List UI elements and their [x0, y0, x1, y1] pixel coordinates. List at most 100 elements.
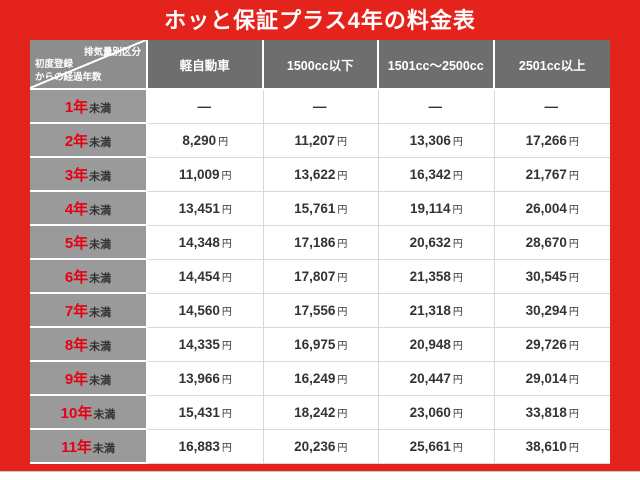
- price-value: 29,726: [525, 336, 567, 352]
- price-cell: 16,342 円: [379, 158, 495, 192]
- price-cell: 16,975 円: [263, 328, 379, 362]
- price-value: 29,014: [525, 370, 567, 386]
- price-value: 13,451: [178, 200, 220, 216]
- price-cell: 13,966 円: [148, 362, 264, 396]
- corner-label-displacement: 排気量別区分: [83, 47, 141, 58]
- price-value: 16,975: [294, 336, 336, 352]
- price-value: 21,358: [409, 268, 451, 284]
- price-value: 11,009: [178, 166, 220, 182]
- price-value: 17,186: [294, 234, 336, 250]
- row-suffix: 未満: [89, 204, 112, 217]
- price-unit: 円: [337, 170, 348, 182]
- price-unit: 円: [568, 238, 579, 250]
- price-value: —: [544, 98, 559, 114]
- price-value: 20,948: [409, 336, 451, 352]
- row-suffix: 未満: [89, 102, 112, 115]
- price-unit: 円: [337, 238, 348, 250]
- price-value: 13,622: [294, 166, 336, 182]
- price-cell: 20,948 円: [379, 328, 495, 362]
- price-unit: 円: [452, 306, 463, 318]
- price-cell: 20,632 円: [379, 226, 495, 260]
- price-value: 18,242: [294, 404, 336, 420]
- price-cell: 28,670 円: [494, 226, 610, 260]
- row-year: 9年: [64, 370, 89, 388]
- price-cell: —: [263, 90, 379, 124]
- row-label: 1年未満: [30, 90, 148, 124]
- price-cell: —: [379, 90, 495, 124]
- price-cell: 29,726 円: [494, 328, 610, 362]
- price-cell: 38,610 円: [494, 430, 610, 464]
- price-unit: 円: [452, 238, 463, 250]
- price-value: 16,883: [178, 438, 220, 454]
- corner-label-years-line1: 初度登録: [35, 59, 74, 71]
- price-value: 15,761: [294, 200, 336, 216]
- price-unit: 円: [337, 374, 348, 386]
- price-unit: 円: [221, 272, 232, 284]
- price-cell: 13,451 円: [148, 192, 264, 226]
- table-row: 4年未満 13,451 円 15,761 円 19,114 円 26,004 円: [30, 192, 610, 226]
- row-year: 5年: [64, 234, 89, 252]
- row-label: 11年未満: [30, 430, 148, 464]
- price-value: 33,818: [525, 404, 567, 420]
- price-unit: 円: [337, 272, 348, 284]
- row-year: 7年: [64, 302, 89, 320]
- price-cell: 11,207 円: [263, 124, 379, 158]
- row-label: 2年未満: [30, 124, 148, 158]
- price-unit: 円: [218, 136, 229, 148]
- price-value: 13,966: [178, 370, 220, 386]
- price-value: 20,447: [409, 370, 451, 386]
- price-value: 17,266: [525, 132, 567, 148]
- price-value: 14,454: [178, 268, 220, 284]
- price-unit: 円: [568, 374, 579, 386]
- column-header-2501: 2501cc以上: [494, 40, 610, 90]
- price-unit: 円: [568, 170, 579, 182]
- price-unit: 円: [452, 204, 463, 216]
- table-row: 8年未満 14,335 円 16,975 円 20,948 円 29,726 円: [30, 328, 610, 362]
- column-header-kei: 軽自動車: [148, 40, 264, 90]
- column-header-1501-2500: 1501cc〜2500cc: [379, 40, 495, 90]
- row-label: 3年未満: [30, 158, 148, 192]
- price-table: 排気量別区分 初度登録 からの経過年数 軽自動車 1500cc以下 1501cc〜…: [30, 40, 610, 464]
- row-label: 4年未満: [30, 192, 148, 226]
- price-cell: 33,818 円: [494, 396, 610, 430]
- corner-label-years: 初度登録 からの経過年数: [35, 59, 102, 84]
- row-suffix: 未満: [93, 408, 116, 421]
- table-row: 7年未満 14,560 円 17,556 円 21,318 円 30,294 円: [30, 294, 610, 328]
- price-value: 20,632: [409, 234, 451, 250]
- price-cell: 17,807 円: [263, 260, 379, 294]
- price-cell: 19,114 円: [379, 192, 495, 226]
- row-suffix: 未満: [89, 272, 112, 285]
- table-row: 11年未満 16,883 円 20,236 円 25,661 円 38,610 円: [30, 430, 610, 464]
- row-suffix: 未満: [89, 170, 112, 183]
- price-value: —: [428, 98, 443, 114]
- row-year: 8年: [64, 336, 89, 354]
- table-row: 2年未満 8,290 円 11,207 円 13,306 円 17,266 円: [30, 124, 610, 158]
- price-unit: 円: [568, 408, 579, 420]
- price-unit: 円: [221, 340, 232, 352]
- price-cell: 11,009 円: [148, 158, 264, 192]
- price-value: 38,610: [525, 438, 567, 454]
- price-unit: 円: [452, 442, 463, 454]
- price-cell: 30,545 円: [494, 260, 610, 294]
- price-cell: 14,454 円: [148, 260, 264, 294]
- price-value: 20,236: [294, 438, 336, 454]
- price-cell: 26,004 円: [494, 192, 610, 226]
- price-unit: 円: [221, 170, 232, 182]
- row-label: 9年未満: [30, 362, 148, 396]
- price-value: 17,807: [294, 268, 336, 284]
- price-cell: 15,761 円: [263, 192, 379, 226]
- price-unit: 円: [221, 204, 232, 216]
- price-value: 26,004: [525, 200, 567, 216]
- table-row: 1年未満 — — — —: [30, 90, 610, 124]
- price-cell: 16,249 円: [263, 362, 379, 396]
- row-label: 7年未満: [30, 294, 148, 328]
- price-cell: 17,556 円: [263, 294, 379, 328]
- price-unit: 円: [568, 340, 579, 352]
- price-value: 14,348: [178, 234, 220, 250]
- price-cell: 16,883 円: [148, 430, 264, 464]
- price-unit: 円: [221, 238, 232, 250]
- row-suffix: 未満: [89, 136, 112, 149]
- row-year: 10年: [60, 404, 93, 422]
- column-header-1500: 1500cc以下: [263, 40, 379, 90]
- row-year: 1年: [64, 98, 89, 116]
